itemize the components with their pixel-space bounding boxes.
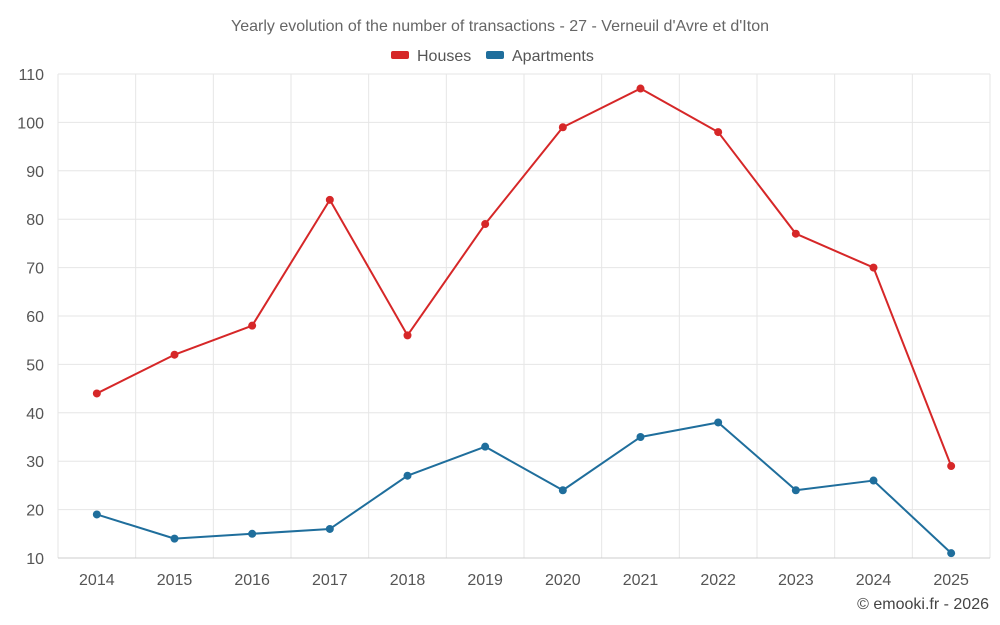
x-tick-label: 2022	[700, 572, 736, 589]
x-tick-label: 2020	[545, 572, 581, 589]
chart-title: Yearly evolution of the number of transa…	[231, 18, 769, 35]
y-tick-label: 20	[26, 503, 44, 520]
data-point-apartments[interactable]	[869, 476, 878, 485]
y-tick-label: 30	[26, 454, 44, 471]
credit-text: © emooki.fr - 2026	[857, 596, 989, 613]
y-tick-label: 50	[26, 357, 44, 374]
legend: Houses Apartments	[391, 48, 594, 65]
x-tick-label: 2021	[623, 572, 659, 589]
series	[92, 84, 956, 558]
x-tick-label: 2014	[79, 572, 115, 589]
data-point-houses[interactable]	[558, 123, 567, 132]
x-tick-label: 2016	[234, 572, 270, 589]
x-tick-label: 2024	[856, 572, 892, 589]
grid	[57, 73, 991, 559]
data-point-houses[interactable]	[791, 229, 800, 238]
legend-label-apartments[interactable]: Apartments	[512, 48, 594, 65]
x-axis: 2014 2015 2016 2017 2018 2019 2020 2021 2022 2023…	[58, 557, 990, 589]
data-point-houses[interactable]	[947, 462, 956, 471]
data-point-apartments[interactable]	[558, 486, 567, 495]
data-point-houses[interactable]	[170, 350, 179, 359]
x-tick-label: 2015	[157, 572, 193, 589]
series-line-houses	[96, 87, 953, 467]
data-point-houses[interactable]	[869, 263, 878, 272]
x-tick-label: 2018	[390, 572, 426, 589]
series-line-apartments	[96, 421, 952, 554]
y-axis: 10 20 30 40 50 60 70 80 90 100 110	[17, 67, 44, 568]
legend-swatch-houses[interactable]	[391, 51, 409, 59]
x-tick-label: 2023	[778, 572, 814, 589]
data-point-houses[interactable]	[403, 331, 412, 340]
data-point-apartments[interactable]	[947, 549, 956, 558]
y-tick-label: 90	[26, 164, 44, 181]
data-point-apartments[interactable]	[481, 442, 490, 451]
legend-swatch-apartments[interactable]	[486, 51, 504, 59]
data-point-houses[interactable]	[248, 321, 257, 330]
data-point-houses[interactable]	[714, 128, 723, 137]
data-point-apartments[interactable]	[714, 418, 723, 427]
data-point-apartments[interactable]	[403, 471, 412, 480]
data-point-apartments[interactable]	[791, 486, 800, 495]
data-point-apartments[interactable]	[636, 433, 645, 441]
data-point-apartments[interactable]	[170, 534, 179, 543]
y-tick-label: 80	[26, 212, 44, 229]
data-point-houses[interactable]	[636, 84, 645, 93]
data-point-apartments[interactable]	[92, 510, 101, 519]
data-point-apartments[interactable]	[325, 524, 334, 533]
x-tick-label: 2019	[467, 572, 503, 589]
legend-label-houses[interactable]: Houses	[417, 48, 471, 65]
y-tick-label: 40	[26, 406, 44, 423]
data-point-houses[interactable]	[481, 220, 490, 229]
y-tick-label: 110	[18, 67, 44, 84]
y-tick-label: 10	[26, 551, 44, 568]
y-tick-label: 70	[26, 261, 44, 278]
data-point-houses[interactable]	[325, 195, 334, 204]
data-point-apartments[interactable]	[248, 529, 257, 538]
x-tick-label: 2017	[312, 572, 348, 589]
data-point-houses[interactable]	[92, 389, 101, 398]
x-tick-label: 2025	[933, 572, 969, 589]
y-tick-label: 60	[26, 309, 44, 326]
y-tick-label: 100	[17, 115, 44, 132]
